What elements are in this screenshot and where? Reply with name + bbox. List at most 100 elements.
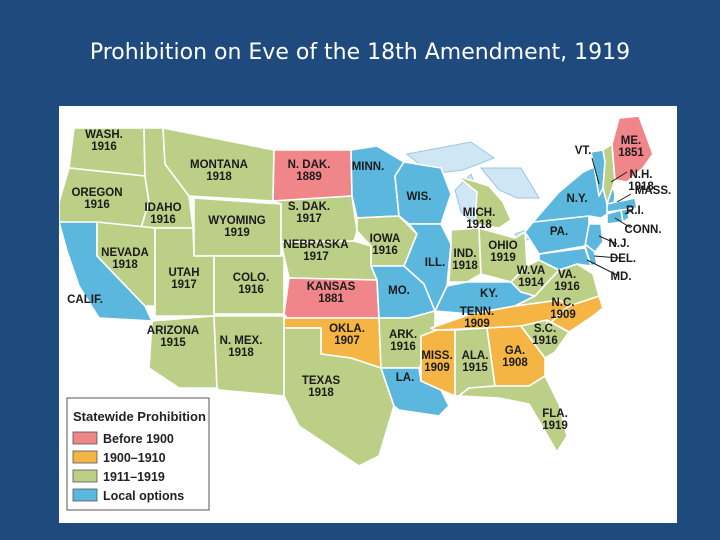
legend-label-before_1900: Before 1900	[103, 432, 174, 446]
state-label-ny: N.Y.	[566, 193, 587, 205]
state-name-miss: MISS.	[421, 350, 452, 362]
state-label-ga: GA. 1908	[502, 345, 528, 369]
state-label-nmex: N. MEX. 1918	[220, 335, 263, 359]
state-year-nh: 1918	[628, 181, 654, 193]
state-year-ala: 1915	[462, 362, 488, 374]
legend-label-1900_1910: 1900–1910	[103, 451, 166, 465]
state-year-wyoming: 1919	[224, 227, 250, 239]
state-name-del: DEL.	[610, 253, 636, 265]
state-year-utah: 1917	[171, 279, 197, 291]
state-year-nmex: 1918	[228, 347, 254, 359]
legend-swatch-1900_1910	[72, 450, 98, 464]
state-label-ri: R.I.	[626, 205, 644, 217]
state-nevada	[96, 221, 156, 307]
state-year-arizona: 1915	[160, 337, 186, 349]
state-name-ind: IND.	[454, 248, 477, 260]
state-label-ky: KY.	[480, 288, 498, 300]
state-label-tenn: TENN. 1909	[460, 306, 495, 330]
state-year-idaho: 1916	[150, 214, 176, 226]
state-name-utah: UTAH	[168, 267, 199, 279]
state-year-nc: 1909	[550, 309, 576, 321]
state-name-la: LA.	[396, 372, 415, 384]
state-label-pa: PA.	[550, 226, 568, 238]
state-name-mass: MASS.	[635, 185, 671, 197]
state-label-sdak: S. DAK. 1917	[288, 201, 330, 225]
legend-label-local_options: Local options	[103, 489, 184, 503]
state-name-wash: WASH.	[85, 129, 123, 141]
state-label-nevada: NEVADA 1918	[101, 247, 149, 271]
state-name-pa: PA.	[550, 226, 568, 238]
state-label-wash: WASH. 1916	[85, 129, 123, 153]
state-year-fla: 1919	[542, 420, 568, 432]
state-name-vt: VT.	[575, 145, 592, 157]
state-label-mass: MASS.	[635, 185, 671, 197]
slide-title: Prohibition on Eve of the 18th Amendment…	[89, 40, 631, 65]
state-year-kansas: 1881	[318, 293, 344, 305]
state-label-ill: ILL.	[425, 257, 445, 269]
state-label-wis: WIS.	[407, 191, 432, 203]
state-label-wyoming: WYOMING 1919	[208, 215, 266, 239]
state-year-colo: 1916	[238, 284, 264, 296]
state-name-sc: S.C.	[534, 323, 556, 335]
state-label-nebraska: NEBRASKA 1917	[283, 239, 348, 263]
legend-title: Statewide Prohibition	[73, 409, 206, 424]
state-label-md: MD.	[610, 271, 631, 283]
state-label-ark: ARK. 1916	[389, 329, 417, 353]
state-me	[611, 115, 654, 183]
leader-lines	[586, 157, 634, 277]
state-label-ala: ALA. 1915	[462, 350, 489, 374]
state-name-va: VA.	[558, 269, 576, 281]
state-label-arizona: ARIZONA 1915	[147, 325, 199, 349]
legend-swatch-local_options	[72, 488, 98, 502]
state-year-oregon: 1916	[84, 199, 110, 211]
state-label-kansas: KANSAS 1881	[307, 281, 356, 305]
state-name-conn: CONN.	[624, 224, 661, 236]
state-label-wva: W.VA 1914	[517, 265, 546, 289]
state-mich	[456, 175, 512, 229]
state-name-nebraska: NEBRASKA	[283, 239, 348, 251]
state-nmex	[213, 315, 285, 397]
state-year-va: 1916	[554, 281, 580, 293]
state-name-ohio: OHIO	[488, 240, 517, 252]
state-year-nebraska: 1917	[303, 251, 329, 263]
state-name-wyoming: WYOMING	[208, 215, 266, 227]
state-name-ny: N.Y.	[566, 193, 587, 205]
state-name-nj: N.J.	[608, 238, 629, 250]
state-label-colo: COLO. 1916	[233, 272, 269, 296]
state-year-texas: 1918	[308, 387, 334, 399]
state-name-wis: WIS.	[407, 191, 432, 203]
state-year-wva: 1914	[518, 277, 544, 289]
state-fla	[458, 375, 568, 453]
state-name-ky: KY.	[480, 288, 498, 300]
state-name-mich: MICH.	[463, 207, 496, 219]
state-label-okla: OKLA. 1907	[329, 323, 365, 347]
state-label-nj: N.J.	[608, 238, 629, 250]
state-year-ga: 1908	[502, 357, 528, 369]
state-la	[380, 367, 450, 417]
state-label-calif: CALIF.	[67, 294, 103, 306]
state-name-nc: N.C.	[552, 297, 575, 309]
state-name-sdak: S. DAK.	[288, 201, 330, 213]
state-label-la: LA.	[396, 372, 415, 384]
state-year-wash: 1916	[91, 141, 117, 153]
state-label-utah: UTAH 1917	[168, 267, 199, 291]
state-year-ndak: 1889	[296, 171, 322, 183]
state-year-mich: 1918	[466, 219, 492, 231]
state-label-ndak: N. DAK. 1889	[288, 159, 331, 183]
state-year-tenn: 1909	[464, 318, 490, 330]
state-ny	[532, 161, 616, 223]
state-name-me: ME.	[621, 135, 641, 147]
state-name-okla: OKLA.	[329, 323, 365, 335]
state-label-iowa: IOWA 1916	[370, 233, 401, 257]
state-name-kansas: KANSAS	[307, 281, 356, 293]
states-layer	[59, 115, 654, 467]
state-name-minn: MINN.	[352, 161, 385, 173]
state-year-iowa: 1916	[372, 245, 398, 257]
state-name-fla: FLA.	[542, 408, 568, 420]
state-name-nevada: NEVADA	[101, 247, 149, 259]
state-name-calif: CALIF.	[67, 294, 103, 306]
state-label-nh: N.H. 1918	[628, 169, 654, 193]
state-label-miss: MISS. 1909	[421, 350, 452, 374]
state-year-okla: 1907	[334, 335, 360, 347]
